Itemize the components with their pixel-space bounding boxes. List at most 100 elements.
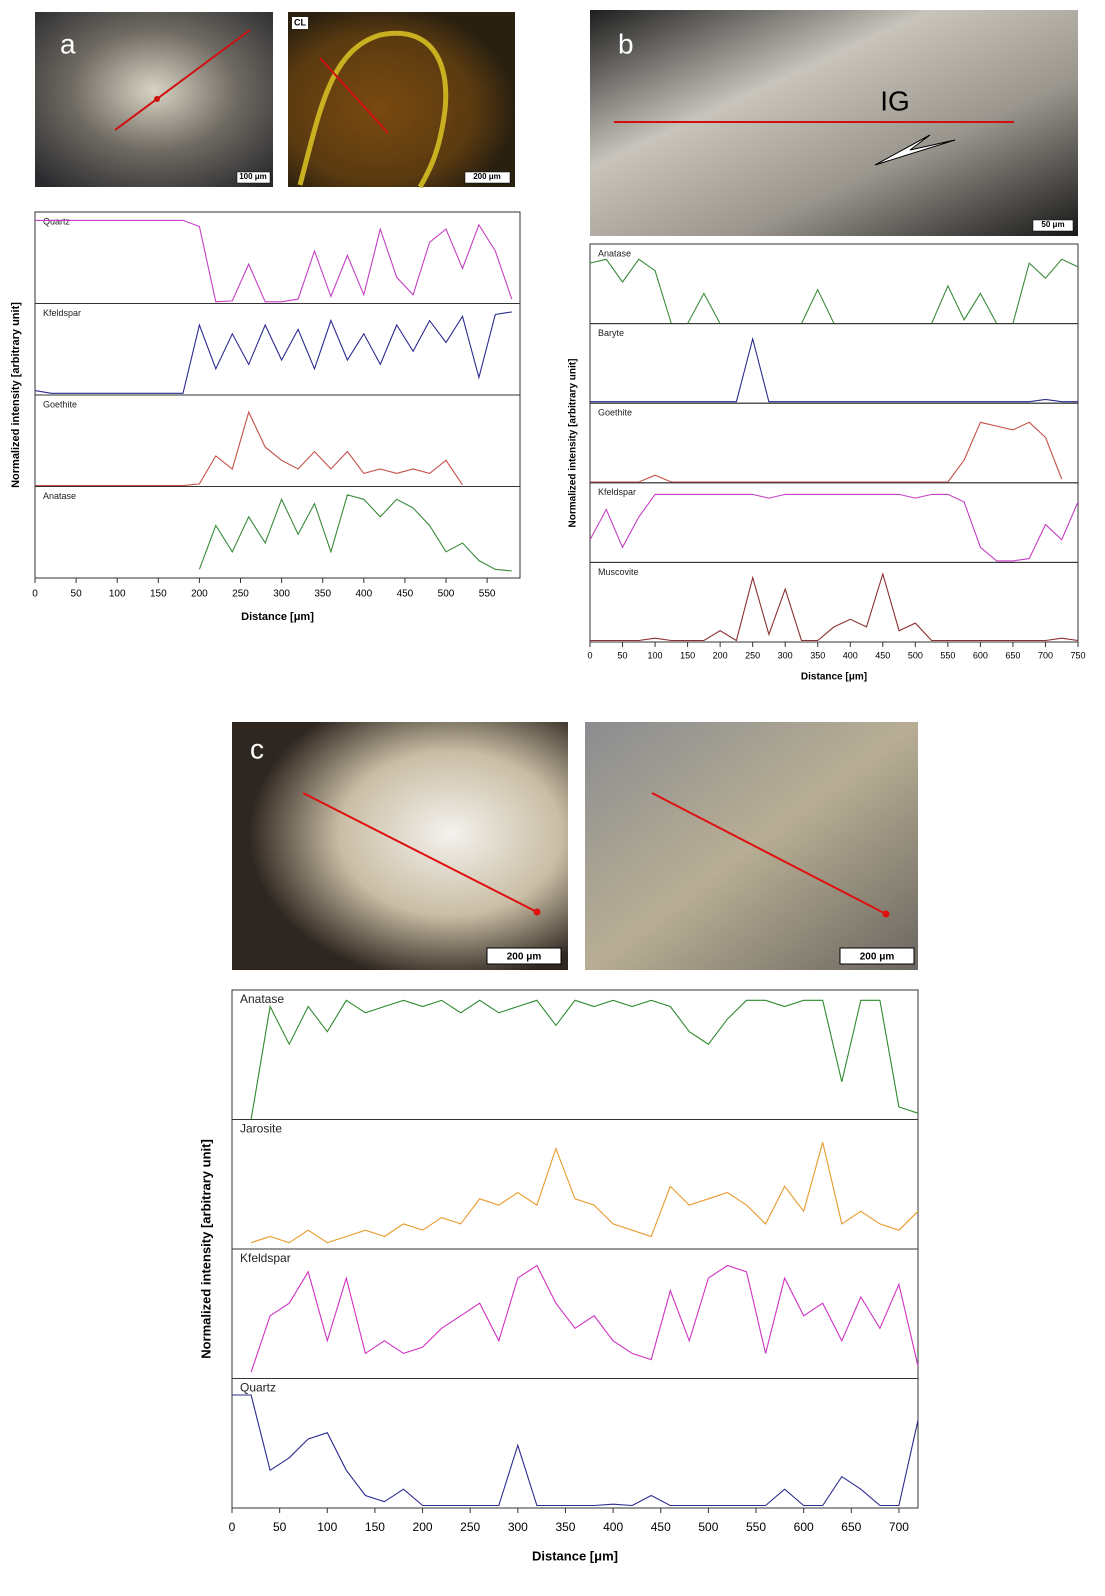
panel-letter: c <box>250 733 264 764</box>
series-label: Anatase <box>43 491 76 501</box>
subplot-frame <box>590 403 1078 483</box>
series-label: Muscovite <box>598 567 639 577</box>
x-tick-label: 100 <box>317 1520 337 1534</box>
subplot-frame <box>232 1120 918 1250</box>
x-tick-label: 150 <box>365 1520 385 1534</box>
panel-letter: b <box>618 28 634 59</box>
series-label: Quartz <box>240 1381 276 1395</box>
scale-bar-label: 100 μm <box>239 172 267 181</box>
x-tick-label: 600 <box>973 650 988 660</box>
x-tick-label: 200 <box>191 589 208 600</box>
subplot-frame <box>35 487 520 579</box>
x-axis-label: Distance [μm] <box>241 611 314 623</box>
x-tick-label: 550 <box>479 589 496 600</box>
micrograph: a 100 μm <box>35 12 273 187</box>
series-label: Goethite <box>43 399 77 409</box>
x-axis-label: Distance [μm] <box>532 1548 618 1563</box>
panel-letter: a <box>60 28 76 59</box>
profile-line <box>232 1395 918 1506</box>
micrograph: c 200 μm <box>232 722 568 970</box>
series-label: Kfeldspar <box>240 1251 291 1265</box>
series-label: Baryte <box>598 328 624 338</box>
x-tick-label: 100 <box>648 650 663 660</box>
x-tick-label: 200 <box>413 1520 433 1534</box>
profile-line <box>590 339 1078 402</box>
micrograph: CL 200 μm <box>288 12 515 187</box>
scale-bar-label: 200 μm <box>473 172 501 181</box>
x-tick-label: 500 <box>698 1520 718 1534</box>
figure: a 100 μm CL 200 μm b IG 50 μm c 200 μm 2… <box>0 0 1105 1591</box>
x-tick-label: 200 <box>713 650 728 660</box>
x-tick-label: 700 <box>889 1520 909 1534</box>
x-tick-label: 50 <box>618 650 628 660</box>
annotation: IG <box>880 85 910 116</box>
subplot-frame <box>590 324 1078 404</box>
subplot-frame <box>232 1379 918 1509</box>
series-label: Quartz <box>43 216 71 226</box>
profile-line <box>590 259 1078 323</box>
subplot-frame <box>35 304 520 396</box>
profile-line <box>251 1142 918 1242</box>
image-tag: CL <box>294 17 306 27</box>
subplot-frame <box>35 395 520 487</box>
subplot-frame <box>590 562 1078 642</box>
x-tick-label: 250 <box>745 650 760 660</box>
micrograph: 200 μm <box>585 722 918 970</box>
profile-line <box>251 1266 918 1373</box>
x-tick-label: 450 <box>651 1520 671 1534</box>
series-label: Jarosite <box>240 1122 282 1136</box>
x-tick-label: 350 <box>314 589 331 600</box>
x-tick-label: 650 <box>1005 650 1020 660</box>
y-axis-label: Normalized intensity [arbitrary unit] <box>198 1139 213 1359</box>
profile-line <box>251 1000 918 1119</box>
x-tick-label: 400 <box>603 1520 623 1534</box>
x-tick-label: 100 <box>109 589 126 600</box>
profile-line <box>590 574 1078 641</box>
x-tick-label: 450 <box>875 650 890 660</box>
profile-line <box>35 220 512 301</box>
profile-line <box>199 495 511 571</box>
scale-bar-label: 200 μm <box>860 952 895 963</box>
x-tick-label: 150 <box>150 589 167 600</box>
x-tick-label: 300 <box>273 589 290 600</box>
x-tick-label: 250 <box>460 1520 480 1534</box>
subplot-frame <box>232 990 918 1120</box>
x-tick-label: 750 <box>1070 650 1085 660</box>
scale-bar-label: 200 μm <box>507 952 542 963</box>
series-label: Kfeldspar <box>598 487 636 497</box>
profile-line <box>590 494 1078 561</box>
x-tick-label: 500 <box>908 650 923 660</box>
y-axis-label: Normalized intensity [arbitrary unit] <box>568 359 579 528</box>
x-tick-label: 400 <box>355 589 372 600</box>
x-tick-label: 550 <box>940 650 955 660</box>
x-tick-label: 500 <box>438 589 455 600</box>
series-label: Anatase <box>240 992 284 1006</box>
subplot-frame <box>35 212 520 304</box>
x-tick-label: 350 <box>810 650 825 660</box>
x-tick-label: 600 <box>794 1520 814 1534</box>
subplot-frame <box>232 1249 918 1379</box>
x-axis-label: Distance [μm] <box>801 672 867 683</box>
micrograph: b IG 50 μm <box>590 10 1078 236</box>
x-tick-label: 50 <box>71 589 83 600</box>
x-tick-label: 0 <box>229 1520 236 1534</box>
subplot-frame <box>590 244 1078 324</box>
x-tick-label: 400 <box>843 650 858 660</box>
x-tick-label: 350 <box>555 1520 575 1534</box>
series-label: Anatase <box>598 248 631 258</box>
y-axis-label: Normalized intensity [arbitrary unit] <box>10 302 22 488</box>
x-tick-label: 250 <box>232 589 249 600</box>
x-tick-label: 50 <box>273 1520 287 1534</box>
profile-line <box>35 412 463 486</box>
series-label: Goethite <box>598 408 632 418</box>
profile-line <box>35 312 512 393</box>
x-tick-label: 550 <box>746 1520 766 1534</box>
x-tick-label: 650 <box>841 1520 861 1534</box>
x-tick-label: 450 <box>397 589 414 600</box>
series-label: Kfeldspar <box>43 308 81 318</box>
x-tick-label: 300 <box>778 650 793 660</box>
x-tick-label: 150 <box>680 650 695 660</box>
profile-line <box>590 422 1062 482</box>
scale-bar-label: 50 μm <box>1041 220 1064 229</box>
x-tick-label: 0 <box>587 650 592 660</box>
